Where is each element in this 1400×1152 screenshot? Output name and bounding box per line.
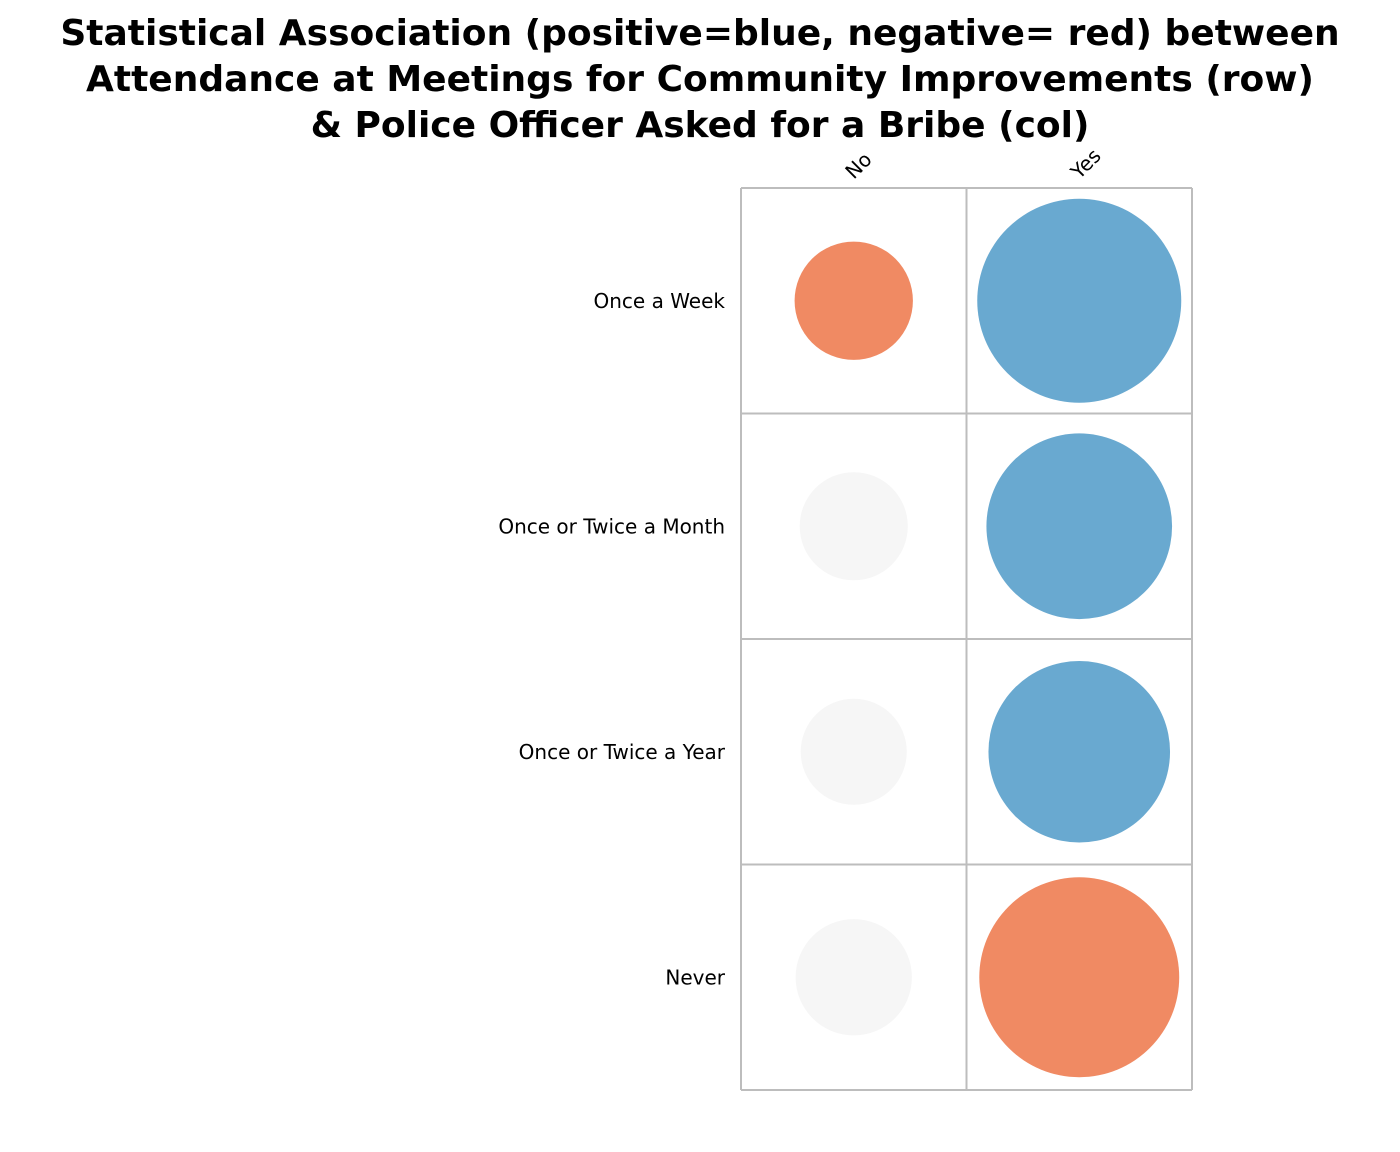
row-label-once-a-week: Once a Week: [594, 289, 726, 313]
column-label-yes: Yes: [1065, 144, 1106, 185]
row-label-once-or-twice-a-month: Once or Twice a Month: [498, 514, 725, 538]
row-label-never: Never: [665, 965, 725, 989]
balloon-once-a-week-no: [794, 241, 913, 360]
chart-title: Statistical Association (positive=blue, …: [60, 13, 1339, 146]
balloon-once-a-week-yes: [977, 198, 1182, 403]
balloon-never-no: [795, 919, 912, 1036]
balloon-once-or-twice-a-month-no: [799, 472, 908, 581]
chart-title-line-1: Statistical Association (positive=blue, …: [60, 13, 1339, 54]
chart-title-line-3: & Police Officer Asked for a Bribe (col): [311, 105, 1090, 146]
grid-lines: [740, 187, 1193, 1091]
balloon-once-or-twice-a-year-yes: [988, 660, 1171, 843]
row-labels: Once a Week Once or Twice a Month Once or …: [498, 289, 725, 990]
balloon-once-or-twice-a-month-yes: [986, 433, 1173, 620]
column-label-no: No: [840, 147, 876, 183]
balloon-once-or-twice-a-year-no: [800, 698, 907, 805]
row-label-once-or-twice-a-year: Once or Twice a Year: [519, 740, 726, 764]
chart-title-line-2: Attendance at Meetings for Community Imp…: [86, 59, 1314, 100]
column-labels: No Yes: [840, 144, 1105, 185]
balloon-never-yes: [979, 877, 1180, 1078]
balloon-cells: [794, 198, 1182, 1078]
